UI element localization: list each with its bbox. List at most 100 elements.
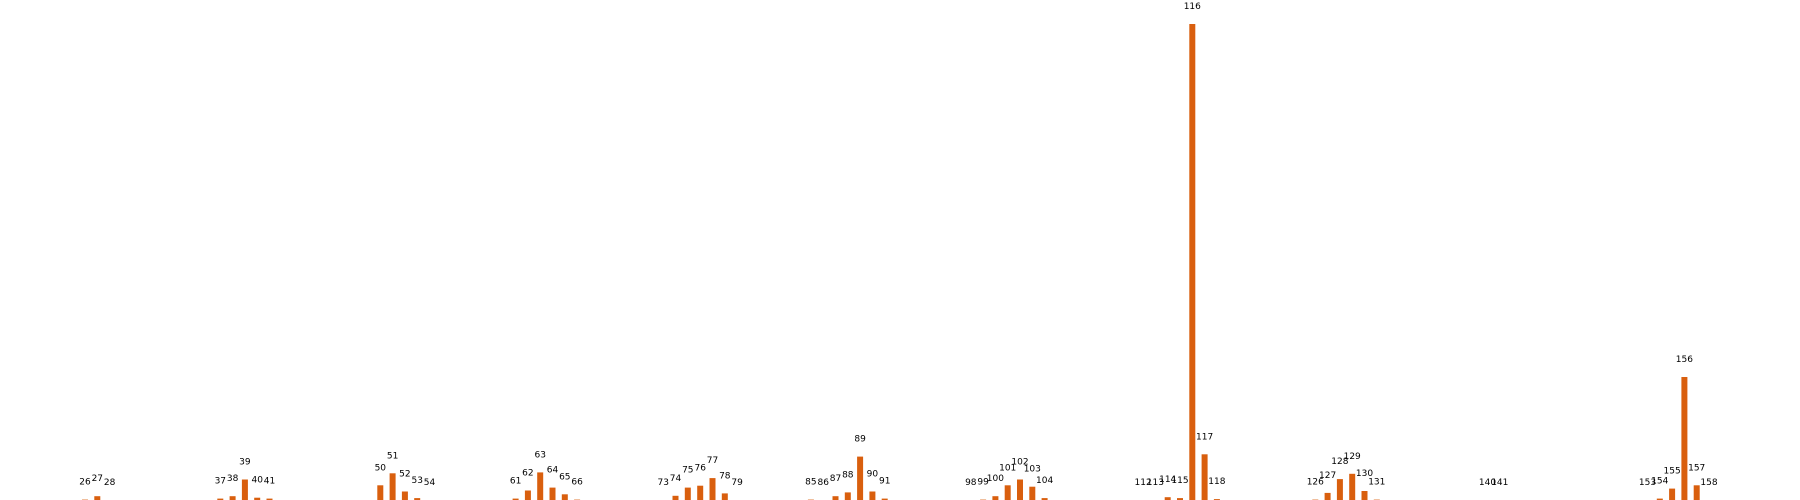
bar-114 [1164, 497, 1171, 500]
bar-37 [217, 498, 224, 500]
bar-label-127: 127 [1319, 471, 1336, 481]
bar-label-103: 103 [1024, 465, 1041, 475]
bar-label-41: 41 [264, 477, 275, 487]
bar-label-85: 85 [805, 478, 816, 488]
bar-label-158: 158 [1700, 478, 1717, 488]
bar-61 [512, 498, 519, 500]
bar-label-64: 64 [547, 466, 559, 476]
bar-116 [1189, 24, 1196, 500]
bar-label-126: 126 [1307, 478, 1324, 488]
bar-155 [1669, 488, 1676, 500]
bar-label-51: 51 [387, 451, 398, 461]
bar-88 [844, 492, 851, 500]
bar-38 [229, 496, 236, 500]
bar-label-115: 115 [1171, 476, 1188, 486]
bar-label-28: 28 [104, 478, 116, 488]
bar-74 [672, 495, 679, 500]
bar-label-130: 130 [1356, 469, 1373, 479]
bar-label-114: 114 [1159, 475, 1176, 485]
bar-label-157: 157 [1688, 463, 1705, 473]
bar-label-156: 156 [1676, 355, 1693, 365]
bar-label-78: 78 [719, 471, 731, 481]
bar-62 [524, 490, 531, 500]
bar-label-66: 66 [571, 478, 583, 488]
bar-63 [537, 472, 544, 500]
bar-label-140: 140 [1479, 478, 1496, 488]
bar-53 [414, 498, 421, 500]
bar-65 [561, 494, 568, 500]
bar-label-79: 79 [731, 478, 743, 488]
bar-39 [241, 479, 248, 500]
bar-label-37: 37 [215, 477, 226, 487]
bar-label-101: 101 [999, 463, 1016, 473]
bar-label-52: 52 [399, 470, 410, 480]
bar-label-128: 128 [1331, 457, 1348, 467]
bar-27 [94, 496, 101, 500]
bar-label-100: 100 [987, 474, 1004, 484]
bar-78 [721, 493, 728, 500]
bar-label-54: 54 [424, 478, 436, 488]
bar-label-50: 50 [375, 463, 387, 473]
bar-label-113: 113 [1147, 478, 1164, 488]
bar-128 [1336, 479, 1343, 500]
bar-154 [1656, 498, 1663, 500]
bar-91 [881, 498, 888, 500]
bar-label-65: 65 [559, 472, 570, 482]
bar-label-62: 62 [522, 469, 533, 479]
bar-label-98: 98 [965, 478, 977, 488]
bar-label-154: 154 [1651, 477, 1668, 487]
bar-label-74: 74 [670, 474, 682, 484]
bar-label-87: 87 [830, 474, 841, 484]
bar-100 [992, 496, 999, 500]
bar-130 [1361, 491, 1368, 500]
bar-115 [1177, 498, 1183, 500]
bar-76 [697, 485, 704, 500]
bar-label-91: 91 [879, 477, 890, 487]
bar-label-102: 102 [1011, 458, 1028, 468]
bar-157 [1693, 485, 1700, 500]
bar-label-88: 88 [842, 470, 854, 480]
bar-label-153: 153 [1639, 478, 1656, 488]
bars-layer [82, 24, 1700, 500]
bar-label-89: 89 [854, 435, 866, 445]
bar-label-73: 73 [657, 478, 668, 488]
bar-label-112: 112 [1135, 478, 1152, 488]
bar-52 [401, 491, 408, 500]
bar-label-39: 39 [239, 458, 251, 468]
bar-label-99: 99 [977, 478, 989, 488]
bar-40 [254, 497, 261, 500]
bar-label-155: 155 [1664, 467, 1681, 477]
bar-102 [1017, 479, 1023, 500]
bar-51 [389, 473, 396, 500]
bar-label-131: 131 [1368, 478, 1385, 488]
bar-label-90: 90 [867, 470, 879, 480]
bar-50 [377, 485, 384, 500]
bar-label-63: 63 [534, 450, 545, 460]
bar-label-104: 104 [1036, 476, 1053, 486]
bar-156 [1681, 377, 1688, 500]
bar-label-40: 40 [251, 476, 263, 486]
bar-77 [709, 478, 716, 500]
bar-label-141: 141 [1491, 478, 1508, 488]
bar-127 [1324, 492, 1331, 500]
bar-label-61: 61 [510, 477, 521, 487]
bar-label-77: 77 [707, 456, 718, 466]
bar-label-118: 118 [1208, 477, 1225, 487]
bar-label-53: 53 [411, 476, 422, 486]
bar-103 [1029, 486, 1036, 500]
bar-label-75: 75 [682, 466, 693, 476]
bar-104 [1041, 498, 1048, 500]
bar-101 [1004, 485, 1011, 500]
bar-label-129: 129 [1344, 452, 1361, 462]
bar-87 [832, 496, 839, 500]
bar-90 [869, 491, 876, 500]
bar-89 [857, 456, 864, 500]
bar-label-27: 27 [92, 474, 103, 484]
bar-41 [266, 498, 273, 500]
bar-75 [684, 487, 691, 500]
bar-label-26: 26 [79, 478, 91, 488]
bar-label-86: 86 [817, 478, 829, 488]
bar-label-116: 116 [1184, 2, 1201, 12]
